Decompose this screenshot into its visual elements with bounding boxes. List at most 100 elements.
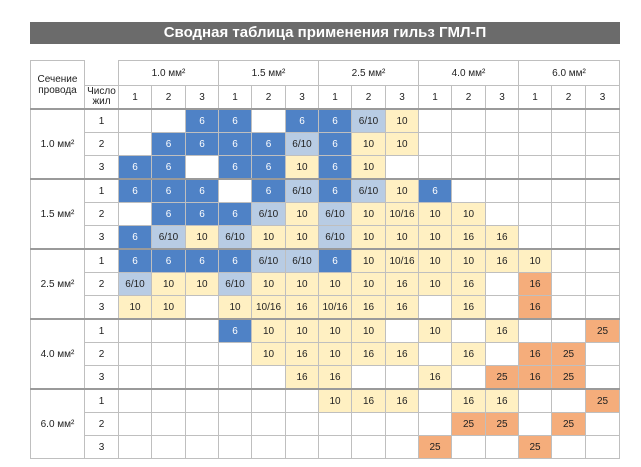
sleeve-cell: 16 <box>418 365 452 390</box>
sleeve-cell: 25 <box>518 435 552 459</box>
sleeve-cell <box>251 108 286 133</box>
sleeve-cell: 16 <box>451 342 486 366</box>
sleeve-cell: 6/10 <box>218 225 252 250</box>
sleeve-cell: 10 <box>351 272 386 296</box>
sleeve-cell: 6 <box>218 202 252 226</box>
column-cores-header: 2 <box>551 85 586 110</box>
sleeve-cell <box>518 388 552 413</box>
column-cores-header: 2 <box>251 85 286 110</box>
sleeve-cell: 16 <box>285 365 319 390</box>
sleeve-cell <box>451 178 486 203</box>
cores-header-line1: Число <box>87 86 116 97</box>
sleeve-cell <box>551 295 586 320</box>
sleeve-cell: 10 <box>451 202 486 226</box>
column-cores-header: 1 <box>518 85 552 110</box>
sleeve-cell: 10 <box>318 272 352 296</box>
sleeve-cell: 10 <box>118 295 152 320</box>
sleeve-cell <box>585 342 620 366</box>
sleeve-cell <box>418 155 452 180</box>
sleeve-cell <box>551 248 586 273</box>
sleeve-cell <box>418 412 452 436</box>
column-cores-header: 3 <box>585 85 620 110</box>
sleeve-cell <box>418 388 452 413</box>
sleeve-cell <box>551 155 586 180</box>
sleeve-cell <box>551 178 586 203</box>
sleeve-cell <box>251 412 286 436</box>
sleeve-cell: 6 <box>151 248 186 273</box>
sleeve-cell: 6 <box>318 155 352 180</box>
sleeve-cell <box>551 225 586 250</box>
sleeve-cell: 6 <box>251 178 286 203</box>
sleeve-cell <box>118 132 152 156</box>
column-group-1-5: 1.5 мм² <box>218 60 319 86</box>
sleeve-cell: 16 <box>318 365 352 390</box>
column-group-1-0: 1.0 мм² <box>118 60 219 86</box>
sleeve-cell: 6 <box>218 108 252 133</box>
sleeve-cell <box>118 365 152 390</box>
sleeve-cell: 6 <box>185 202 219 226</box>
sleeve-cell: 6/10 <box>151 225 186 250</box>
sleeve-cell: 6 <box>185 108 219 133</box>
sleeve-cell: 25 <box>485 412 519 436</box>
sleeve-cell: 10 <box>385 108 419 133</box>
sleeve-cell <box>118 435 152 459</box>
column-cores-header: 2 <box>451 85 486 110</box>
sleeve-cell <box>151 318 186 343</box>
sleeve-cell <box>485 342 519 366</box>
sleeve-cell: 10/16 <box>318 295 352 320</box>
sleeve-cell <box>218 178 252 203</box>
table-row: 2 6 6 6 6/10 10 6/10 10 10/16 10 10 <box>31 202 620 226</box>
sleeve-cell: 10 <box>285 225 319 250</box>
sleeve-cell: 10/16 <box>385 202 419 226</box>
sleeve-cell <box>451 108 486 133</box>
sleeve-cell <box>585 412 620 436</box>
sleeve-cell <box>451 155 486 180</box>
sleeve-cell <box>485 272 519 296</box>
sleeve-cell: 16 <box>451 272 486 296</box>
column-cores-header: 2 <box>151 85 186 110</box>
sleeve-cell: 10 <box>251 342 286 366</box>
sleeve-cell: 16 <box>485 225 519 250</box>
sleeve-cell: 25 <box>418 435 452 459</box>
sleeve-cell: 6 <box>118 155 152 180</box>
table-row: 3 25 25 <box>31 435 620 459</box>
sleeve-cell: 6 <box>118 225 152 250</box>
sleeve-cell: 10 <box>285 155 319 180</box>
row-cores-label: 1 <box>84 178 119 203</box>
sleeve-cell: 6 <box>251 155 286 180</box>
sleeve-cell <box>151 365 186 390</box>
sleeve-cell <box>518 318 552 343</box>
column-cores-header: 3 <box>285 85 319 110</box>
sleeve-cell: 6/10 <box>118 272 152 296</box>
sleeve-cell <box>485 435 519 459</box>
sleeve-cell <box>418 108 452 133</box>
sleeve-cell <box>418 132 452 156</box>
sleeve-cell: 6 <box>151 132 186 156</box>
sleeve-cell: 10 <box>418 248 452 273</box>
sleeve-cell: 10 <box>351 318 386 343</box>
sleeve-cell: 16 <box>518 365 552 390</box>
sleeve-cell: 10 <box>185 225 219 250</box>
sleeve-cell <box>218 412 252 436</box>
sleeve-cell: 6 <box>285 108 319 133</box>
sleeve-cell <box>185 435 219 459</box>
table-row: 2 10 16 10 16 16 16 16 25 <box>31 342 620 366</box>
sleeve-cell: 16 <box>285 342 319 366</box>
sleeve-cell: 16 <box>351 342 386 366</box>
table-row: 2.5 мм² 1 6 6 6 6 6/10 6/10 6 10 10/16 10 10 16 10 <box>30 248 620 320</box>
row-cores-label: 2 <box>84 202 119 226</box>
cores-header: Число жил <box>84 85 119 110</box>
sleeve-cell: 16 <box>485 248 519 273</box>
sleeve-cell <box>285 412 319 436</box>
sleeve-cell <box>385 435 419 459</box>
sleeve-cell <box>518 155 552 180</box>
sleeve-cell <box>485 155 519 180</box>
sleeve-cell: 16 <box>285 295 319 320</box>
row-cores-label: 1 <box>84 318 119 343</box>
sleeve-cell: 16 <box>451 295 486 320</box>
row-cores-label: 3 <box>84 155 119 180</box>
sleeve-cell <box>518 178 552 203</box>
sleeve-cell <box>518 202 552 226</box>
sleeve-cell <box>451 435 486 459</box>
sleeve-cell <box>185 388 219 413</box>
